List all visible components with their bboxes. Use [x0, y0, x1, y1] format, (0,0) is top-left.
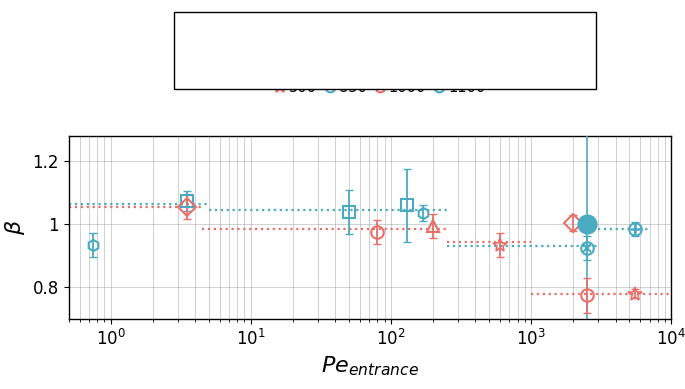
Legend: 500, 850, 1000, 1100: 500, 850, 1000, 1100: [269, 74, 491, 101]
X-axis label: $Pe_{entrance}$: $Pe_{entrance}$: [321, 354, 419, 378]
Y-axis label: $\beta$: $\beta$: [3, 220, 27, 235]
Text: $d$ [nm]: $d$ [nm]: [186, 22, 236, 40]
FancyBboxPatch shape: [174, 12, 596, 89]
